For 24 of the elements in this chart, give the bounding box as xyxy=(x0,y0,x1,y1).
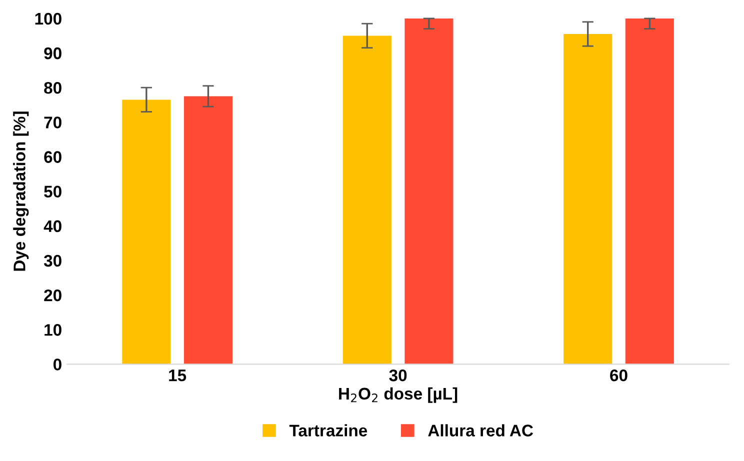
legend-label: Tartrazine xyxy=(289,424,368,436)
bar xyxy=(122,100,171,364)
x-tick-label: 60 xyxy=(610,369,628,382)
y-tick-label: 10 xyxy=(44,324,62,336)
y-tick-label: 80 xyxy=(44,82,62,94)
y-tick-label: 40 xyxy=(44,220,62,232)
y-tick-label: 30 xyxy=(44,254,62,267)
y-tick-label: 60 xyxy=(44,151,62,163)
y-tick-label: 50 xyxy=(44,186,62,198)
legend-label: Allura red AC xyxy=(428,424,534,436)
y-tick-label: 100 xyxy=(35,12,62,25)
x-tick-label: 30 xyxy=(389,369,407,382)
bar xyxy=(564,34,612,364)
bar xyxy=(404,18,454,364)
bar xyxy=(625,18,674,364)
y-tick-label: 20 xyxy=(44,289,62,302)
x-axis-title: H$_{2}$O$_{2}$ dose [µL] xyxy=(339,387,458,403)
x-tick-label: 15 xyxy=(169,370,186,382)
y-tick-label: 70 xyxy=(44,116,62,128)
y-tick-label: 90 xyxy=(44,47,62,60)
bar xyxy=(184,96,232,364)
bar xyxy=(342,36,392,364)
y-tick-label: 0 xyxy=(53,358,62,370)
y-axis-title: Dye degradation [%] xyxy=(13,112,29,271)
